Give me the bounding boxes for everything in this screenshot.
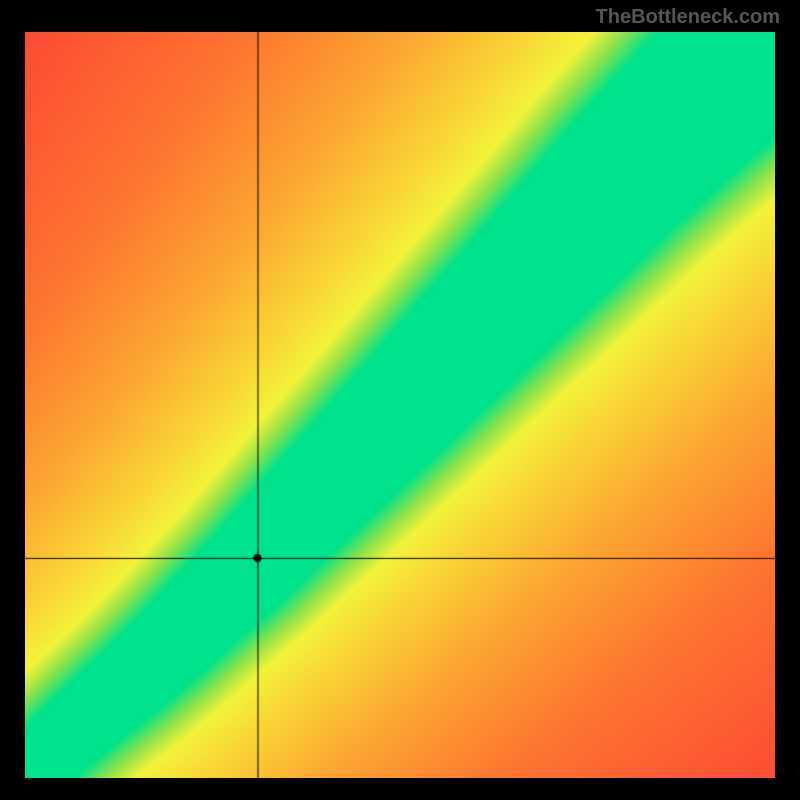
heatmap-canvas — [25, 32, 775, 778]
bottleneck-heatmap — [25, 32, 775, 778]
watermark-text: TheBottleneck.com — [596, 6, 780, 29]
